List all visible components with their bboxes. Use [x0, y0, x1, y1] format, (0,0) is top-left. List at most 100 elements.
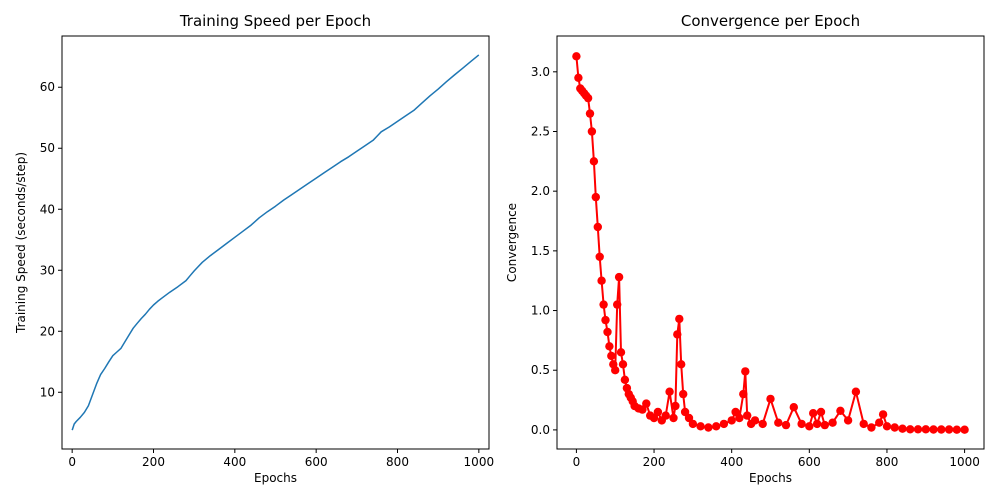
plot-area: 0 200 400 600 800 1000 10 20 30 40 50 60 — [40, 54, 495, 469]
data-point — [679, 389, 688, 399]
data-point — [929, 425, 938, 434]
data-point — [671, 401, 680, 411]
data-point — [680, 407, 690, 417]
x-tick-label: 1000 — [949, 455, 980, 469]
data-point — [878, 410, 888, 419]
x-tick-label: 0 — [573, 455, 581, 469]
data-point — [677, 360, 686, 369]
data-point — [583, 93, 593, 103]
data-point — [618, 360, 628, 369]
data-point — [597, 276, 606, 285]
x-tick-label: 1000 — [464, 455, 495, 469]
data-point — [613, 300, 622, 309]
y-tick-label: 3.0 — [531, 65, 550, 79]
convergence-chart: Convergence per Epoch 0 200 400 600 800 10000… — [505, 12, 985, 485]
data-point — [599, 300, 608, 309]
x-tick-label: 400 — [223, 455, 246, 469]
data-point — [665, 387, 674, 396]
data-point — [805, 422, 814, 431]
data-point — [649, 413, 659, 423]
data-point — [952, 425, 961, 434]
data-point — [731, 407, 740, 417]
data-point — [735, 413, 744, 423]
data-point — [574, 73, 583, 83]
x-tick-label: 200 — [643, 455, 666, 469]
data-point — [750, 416, 760, 425]
data-point — [572, 52, 581, 61]
data-point — [712, 422, 721, 431]
data-point — [616, 348, 626, 357]
data-point — [587, 127, 597, 136]
data-point — [704, 423, 713, 432]
y-axis-label: Training Speed (seconds/step) — [14, 152, 28, 334]
x-tick-label: 200 — [142, 455, 165, 469]
data-point — [906, 425, 915, 434]
data-point — [603, 327, 612, 337]
series-line — [71, 54, 480, 431]
data-point — [739, 389, 748, 399]
x-tick-label: 800 — [876, 455, 899, 469]
x-tick-label: 400 — [720, 455, 743, 469]
x-tick-label: 0 — [68, 455, 76, 469]
data-point — [601, 315, 610, 325]
y-tick-label: 0.0 — [531, 423, 550, 437]
chart-title: Training Speed per Epoch — [179, 12, 371, 30]
data-point — [828, 418, 837, 427]
data-point — [882, 422, 892, 431]
data-point — [675, 314, 684, 324]
training-speed-chart: Training Speed per Epoch 0 200 400 600 800 10… — [14, 12, 494, 485]
data-point — [843, 416, 853, 425]
data-point — [585, 109, 595, 118]
data-point — [812, 419, 822, 429]
data-point — [789, 403, 798, 412]
plot-area: 0 200 400 600 800 1000 0.0 0.5 1.0 1.5 2.0 2.5 3.0 — [531, 52, 980, 469]
x-axis-label: Epochs — [749, 471, 792, 485]
y-tick-label: 10 — [40, 385, 55, 399]
data-point — [696, 422, 705, 431]
y-tick-label: 1.0 — [531, 304, 550, 318]
data-point — [727, 416, 736, 425]
data-point — [921, 425, 930, 434]
data-point — [820, 420, 829, 430]
y-tick-label: 2.5 — [531, 124, 550, 138]
data-point — [614, 272, 624, 282]
data-point — [595, 252, 604, 261]
data-point — [589, 157, 599, 166]
data-point — [898, 424, 907, 433]
data-point — [875, 418, 884, 427]
y-tick-label: 40 — [40, 202, 55, 216]
y-tick-label: 60 — [40, 80, 55, 94]
data-point — [851, 387, 861, 396]
y-tick-label: 30 — [40, 263, 55, 277]
y-tick-label: 1.5 — [531, 244, 550, 258]
data-point — [611, 366, 620, 375]
data-point — [653, 407, 663, 417]
data-point — [743, 411, 752, 420]
data-point — [774, 418, 783, 427]
data-point — [944, 425, 954, 434]
data-point — [937, 425, 946, 434]
y-tick-label: 0.5 — [531, 363, 550, 377]
data-point — [719, 419, 729, 429]
data-point — [836, 406, 845, 415]
y-tick-label: 50 — [40, 141, 55, 155]
data-point — [607, 351, 616, 361]
data-point — [867, 423, 876, 432]
data-point — [781, 420, 791, 430]
data-point — [809, 409, 818, 418]
data-point — [797, 419, 806, 429]
x-axis-label: Epochs — [254, 471, 297, 485]
y-axis-label: Convergence — [505, 203, 519, 282]
y-tick-label: 20 — [40, 324, 55, 338]
data-point — [960, 425, 969, 434]
data-point — [758, 419, 767, 429]
data-point — [688, 419, 698, 429]
y-tick-label: 2.0 — [531, 184, 550, 198]
data-point — [661, 411, 670, 420]
data-point — [741, 367, 750, 376]
axes-frame — [556, 35, 985, 450]
data-point — [859, 419, 868, 429]
data-point — [591, 192, 600, 202]
data-point — [890, 423, 899, 432]
data-point — [684, 413, 694, 423]
